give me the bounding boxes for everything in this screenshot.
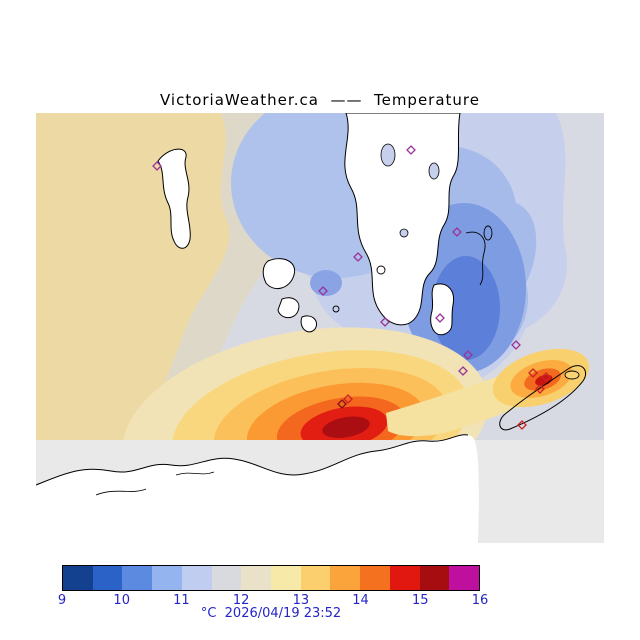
colorbar-swatch — [300, 566, 331, 590]
station-markers — [152, 145, 551, 430]
page-title: VictoriaWeather.ca —— Temperature — [159, 91, 480, 109]
colorbar-ticks: 9 10 11 12 13 14 15 16 — [58, 593, 488, 608]
station-marker — [541, 372, 551, 382]
station-marker — [353, 252, 363, 262]
colorbar — [62, 565, 480, 591]
station-marker — [152, 161, 162, 171]
unit-label: °C — [200, 606, 217, 621]
temperature-field-svg — [36, 113, 604, 543]
station-marker — [463, 350, 473, 360]
station-marker — [380, 317, 390, 327]
station-marker — [452, 227, 462, 237]
colorbar-swatch — [419, 566, 450, 590]
station-marker — [343, 394, 353, 404]
colorbar-tick-label: 10 — [113, 593, 130, 608]
colorbar-tick-label: 12 — [232, 593, 250, 608]
station-marker — [406, 145, 416, 155]
station-marker — [318, 286, 328, 296]
colorbar-swatch — [92, 566, 123, 590]
colorbar-swatch — [449, 566, 480, 590]
station-marker — [458, 366, 468, 376]
colorbar-tick-label: 16 — [471, 593, 489, 608]
colorbar-swatch — [241, 566, 272, 590]
colorbar-caption: °C 2026/04/19 23:52 — [62, 607, 480, 620]
colorbar-swatch — [389, 566, 420, 590]
station-marker — [511, 340, 521, 350]
colorbar-swatch — [122, 566, 153, 590]
station-marker — [517, 420, 527, 430]
colorbar-swatch — [211, 566, 242, 590]
colorbar-tick-label: 11 — [173, 593, 190, 608]
colorbar-tick-label: 9 — [57, 593, 67, 608]
colorbar-swatch — [271, 566, 301, 590]
colorbar-swatch — [152, 566, 182, 590]
colorbar-swatch — [181, 566, 212, 590]
station-marker — [528, 368, 538, 378]
station-marker — [435, 313, 445, 323]
colorbar-swatch — [360, 566, 390, 590]
station-marker — [535, 384, 545, 394]
timestamp-label: 2026/04/19 23:52 — [224, 606, 342, 621]
colorbar-tick-label: 13 — [292, 593, 310, 608]
colorbar-tick-label: 15 — [412, 593, 429, 608]
colorbar-swatch — [63, 566, 93, 590]
colorbar-swatch — [330, 566, 361, 590]
temperature-map — [36, 113, 604, 543]
colorbar-tick-label: 14 — [352, 593, 369, 608]
station-marker — [337, 399, 347, 409]
